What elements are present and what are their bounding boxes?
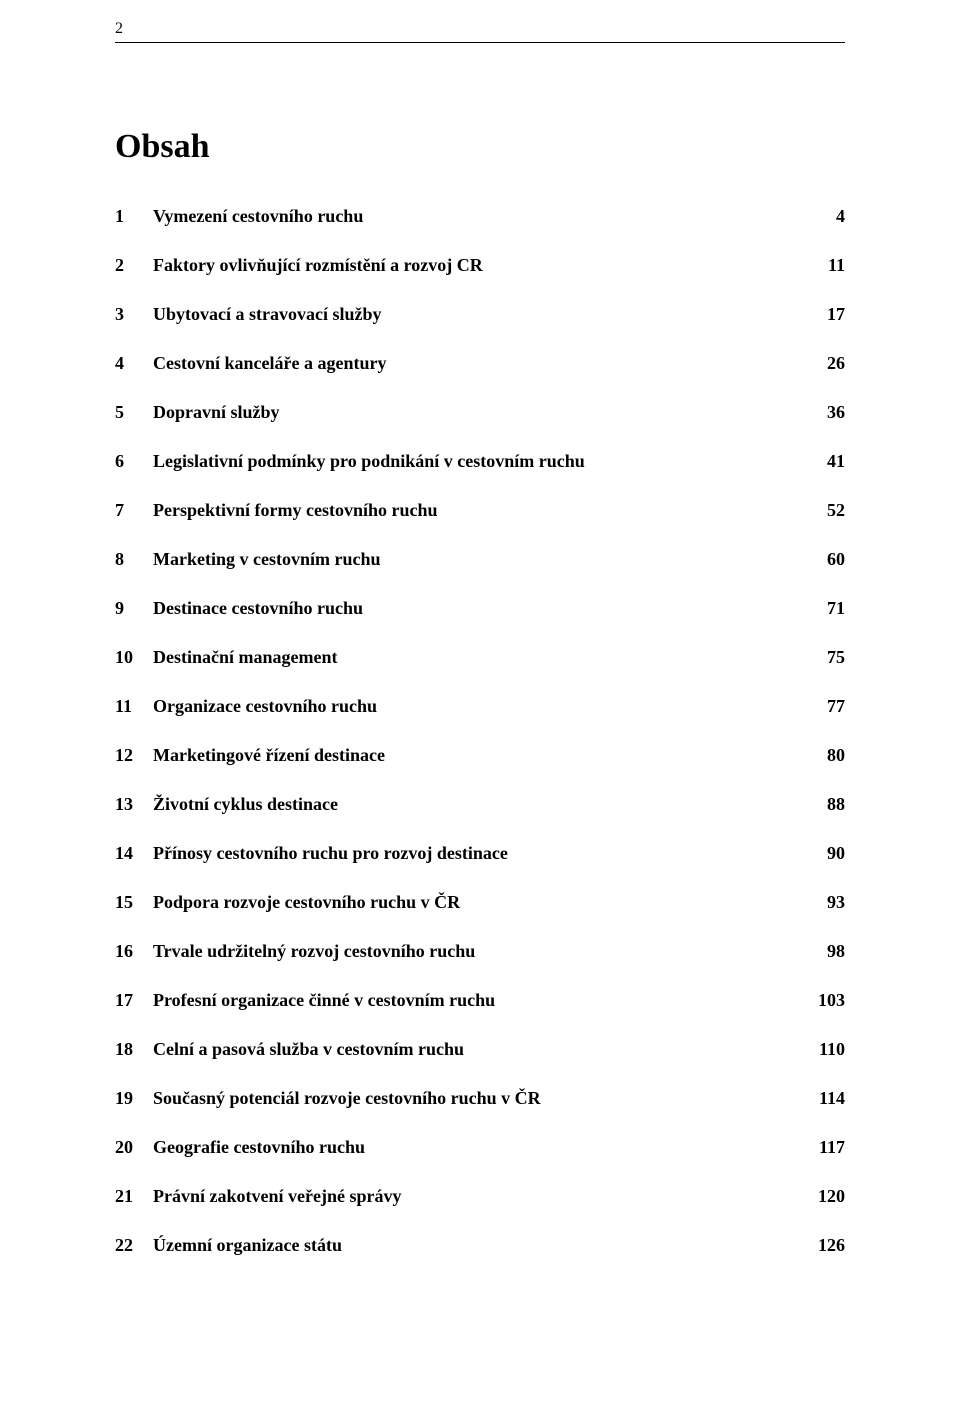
toc-entry-number: 15 [115, 892, 153, 913]
toc-entry-number: 13 [115, 794, 153, 815]
toc-entry-number: 22 [115, 1235, 153, 1256]
toc-entry-title: Marketingové řízení destinace [153, 745, 799, 766]
toc-entry-title: Trvale udržitelný rozvoj cestovního ruch… [153, 941, 799, 962]
toc-entry-page: 52 [799, 500, 845, 521]
toc-entry-title: Marketing v cestovním ruchu [153, 549, 799, 570]
toc-row: 12Marketingové řízení destinace80 [115, 745, 845, 766]
toc-entry-number: 8 [115, 549, 153, 570]
toc-row: 2Faktory ovlivňující rozmístění a rozvoj… [115, 255, 845, 276]
toc-entry-title: Životní cyklus destinace [153, 794, 799, 815]
toc-entry-page: 11 [799, 255, 845, 276]
table-of-contents: 1Vymezení cestovního ruchu42Faktory ovli… [115, 206, 845, 1256]
toc-row: 20Geografie cestovního ruchu117 [115, 1137, 845, 1158]
toc-entry-page: 88 [799, 794, 845, 815]
toc-entry-title: Destinační management [153, 647, 799, 668]
toc-row: 13Životní cyklus destinace88 [115, 794, 845, 815]
toc-row: 15Podpora rozvoje cestovního ruchu v ČR9… [115, 892, 845, 913]
toc-entry-page: 98 [799, 941, 845, 962]
toc-row: 6Legislativní podmínky pro podnikání v c… [115, 451, 845, 472]
toc-entry-title: Dopravní služby [153, 402, 799, 423]
toc-entry-number: 2 [115, 255, 153, 276]
page-number: 2 [115, 20, 123, 37]
toc-entry-number: 5 [115, 402, 153, 423]
toc-entry-page: 60 [799, 549, 845, 570]
toc-row: 17Profesní organizace činné v cestovním … [115, 990, 845, 1011]
toc-entry-title: Perspektivní formy cestovního ruchu [153, 500, 799, 521]
toc-row: 22Územní organizace státu126 [115, 1235, 845, 1256]
toc-entry-page: 110 [799, 1039, 845, 1060]
toc-entry-title: Organizace cestovního ruchu [153, 696, 799, 717]
toc-entry-number: 10 [115, 647, 153, 668]
toc-row: 9Destinace cestovního ruchu71 [115, 598, 845, 619]
toc-entry-page: 80 [799, 745, 845, 766]
toc-entry-number: 17 [115, 990, 153, 1011]
toc-entry-page: 75 [799, 647, 845, 668]
toc-row: 10Destinační management75 [115, 647, 845, 668]
toc-entry-number: 9 [115, 598, 153, 619]
page-title: Obsah [115, 128, 845, 166]
toc-entry-page: 26 [799, 353, 845, 374]
toc-entry-title: Faktory ovlivňující rozmístění a rozvoj … [153, 255, 799, 276]
toc-entry-title: Právní zakotvení veřejné správy [153, 1186, 799, 1207]
toc-entry-page: 114 [799, 1088, 845, 1109]
toc-row: 19Současný potenciál rozvoje cestovního … [115, 1088, 845, 1109]
page-header: 2 [115, 20, 845, 43]
toc-row: 4Cestovní kanceláře a agentury26 [115, 353, 845, 374]
toc-entry-page: 126 [799, 1235, 845, 1256]
toc-entry-title: Destinace cestovního ruchu [153, 598, 799, 619]
toc-entry-title: Profesní organizace činné v cestovním ru… [153, 990, 799, 1011]
toc-row: 5Dopravní služby36 [115, 402, 845, 423]
toc-row: 8Marketing v cestovním ruchu60 [115, 549, 845, 570]
toc-entry-number: 12 [115, 745, 153, 766]
toc-entry-number: 3 [115, 304, 153, 325]
toc-entry-title: Vymezení cestovního ruchu [153, 206, 799, 227]
toc-entry-number: 7 [115, 500, 153, 521]
toc-entry-title: Podpora rozvoje cestovního ruchu v ČR [153, 892, 799, 913]
toc-entry-title: Ubytovací a stravovací služby [153, 304, 799, 325]
toc-entry-page: 71 [799, 598, 845, 619]
toc-entry-page: 17 [799, 304, 845, 325]
toc-row: 7Perspektivní formy cestovního ruchu52 [115, 500, 845, 521]
toc-entry-number: 14 [115, 843, 153, 864]
toc-entry-page: 90 [799, 843, 845, 864]
toc-entry-number: 6 [115, 451, 153, 472]
toc-row: 3Ubytovací a stravovací služby17 [115, 304, 845, 325]
toc-entry-number: 19 [115, 1088, 153, 1109]
toc-row: 21Právní zakotvení veřejné správy120 [115, 1186, 845, 1207]
toc-row: 11Organizace cestovního ruchu77 [115, 696, 845, 717]
toc-row: 18Celní a pasová služba v cestovním ruch… [115, 1039, 845, 1060]
toc-entry-number: 4 [115, 353, 153, 374]
toc-entry-title: Současný potenciál rozvoje cestovního ru… [153, 1088, 799, 1109]
toc-entry-title: Celní a pasová služba v cestovním ruchu [153, 1039, 799, 1060]
toc-entry-title: Přínosy cestovního ruchu pro rozvoj dest… [153, 843, 799, 864]
toc-row: 16Trvale udržitelný rozvoj cestovního ru… [115, 941, 845, 962]
toc-entry-number: 1 [115, 206, 153, 227]
toc-entry-title: Územní organizace státu [153, 1235, 799, 1256]
toc-entry-page: 93 [799, 892, 845, 913]
toc-entry-number: 18 [115, 1039, 153, 1060]
toc-entry-number: 16 [115, 941, 153, 962]
toc-entry-number: 11 [115, 696, 153, 717]
toc-entry-title: Cestovní kanceláře a agentury [153, 353, 799, 374]
toc-entry-page: 77 [799, 696, 845, 717]
toc-entry-title: Geografie cestovního ruchu [153, 1137, 799, 1158]
toc-entry-page: 41 [799, 451, 845, 472]
toc-entry-page: 120 [799, 1186, 845, 1207]
toc-entry-title: Legislativní podmínky pro podnikání v ce… [153, 451, 799, 472]
toc-row: 14Přínosy cestovního ruchu pro rozvoj de… [115, 843, 845, 864]
toc-entry-number: 20 [115, 1137, 153, 1158]
toc-entry-page: 36 [799, 402, 845, 423]
toc-entry-page: 117 [799, 1137, 845, 1158]
toc-entry-page: 103 [799, 990, 845, 1011]
toc-entry-page: 4 [799, 206, 845, 227]
toc-row: 1Vymezení cestovního ruchu4 [115, 206, 845, 227]
toc-entry-number: 21 [115, 1186, 153, 1207]
